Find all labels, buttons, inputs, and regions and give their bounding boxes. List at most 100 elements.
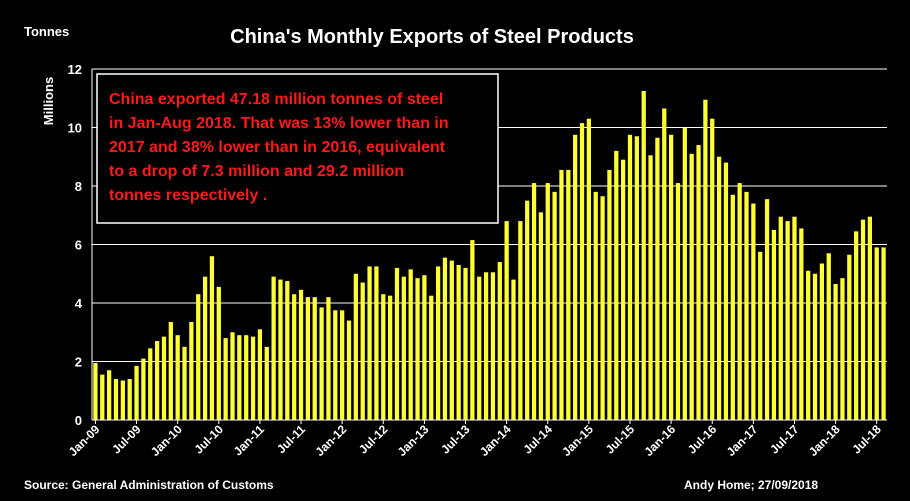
- bar: [627, 134, 633, 420]
- bar: [525, 200, 530, 421]
- bar: [566, 169, 571, 420]
- bar: [799, 228, 804, 420]
- bar: [847, 254, 852, 420]
- bar: [388, 295, 393, 420]
- annotation-line: to a drop of 7.3 million and 29.2 millio…: [109, 163, 404, 180]
- bar: [353, 273, 358, 420]
- bar: [826, 253, 831, 420]
- bar: [723, 162, 729, 420]
- bar: [586, 118, 591, 420]
- bar: [490, 272, 496, 420]
- bar: [381, 294, 386, 420]
- bar: [298, 289, 304, 420]
- bar: [305, 297, 311, 420]
- bar: [285, 281, 290, 420]
- y-tick-label: 4: [75, 296, 83, 311]
- bar: [675, 183, 681, 420]
- bar: [545, 183, 550, 420]
- bar: [326, 297, 331, 420]
- bar: [477, 276, 482, 420]
- bar: [161, 336, 167, 420]
- bar: [449, 260, 454, 420]
- bar: [333, 310, 338, 420]
- bar: [621, 159, 626, 420]
- bar: [196, 294, 201, 420]
- bar: [175, 335, 180, 420]
- bar: [655, 137, 660, 421]
- bar: [483, 272, 489, 420]
- annotation-box: China exported 47.18 million tonnes of s…: [96, 73, 499, 224]
- bar: [292, 294, 297, 420]
- source-note: Source: General Administration of Custom…: [24, 478, 274, 492]
- bar: [230, 332, 235, 420]
- bar: [127, 379, 132, 420]
- bar: [819, 263, 825, 420]
- y-tick-label: 10: [68, 121, 82, 136]
- bar: [511, 279, 516, 420]
- bar: [374, 266, 379, 420]
- bar: [703, 99, 708, 421]
- bar: [456, 264, 461, 420]
- bar: [216, 286, 221, 420]
- credit-note: Andy Home; 27/09/2018: [684, 478, 818, 492]
- bar: [113, 379, 119, 420]
- bar: [812, 273, 818, 420]
- bar: [250, 336, 256, 420]
- y-axis: 0 2 4 6 8 10 12: [68, 62, 83, 428]
- annotation-frame: [96, 73, 499, 224]
- bar: [758, 251, 763, 420]
- bar: [154, 341, 160, 420]
- bar: [470, 240, 475, 420]
- bar: [264, 346, 269, 421]
- bar: [881, 247, 886, 420]
- bar: [559, 169, 564, 420]
- bar: [340, 310, 345, 420]
- bar: [360, 282, 365, 420]
- annotation-line: China exported 47.18 million tonnes of s…: [109, 91, 443, 108]
- bar: [860, 219, 866, 420]
- bar: [689, 153, 694, 420]
- bar: [600, 196, 605, 420]
- y-tick-label: 8: [75, 179, 82, 194]
- bar: [662, 108, 667, 421]
- bar: [100, 374, 105, 420]
- bar: [614, 150, 619, 420]
- bar: [593, 191, 598, 420]
- bar: [737, 183, 742, 420]
- bar: [744, 191, 749, 420]
- bar: [806, 270, 811, 420]
- bar: [579, 123, 585, 421]
- bar: [538, 212, 544, 420]
- bar: [716, 156, 722, 420]
- bar: [435, 266, 441, 420]
- y-tick-label: 6: [75, 238, 82, 253]
- bar: [607, 169, 612, 420]
- bar: [202, 276, 208, 420]
- bar: [278, 279, 283, 420]
- bar: [504, 221, 509, 420]
- bar: [319, 307, 324, 420]
- bar: [518, 221, 523, 420]
- bar: [442, 257, 448, 420]
- bar: [394, 267, 400, 420]
- annotation-line: 2017 and 38% lower than in 2016, equival…: [109, 139, 446, 156]
- bar: [415, 278, 420, 420]
- bar: [531, 183, 537, 420]
- bar: [833, 283, 838, 420]
- bar: [168, 322, 173, 420]
- bar: [874, 247, 879, 420]
- bar: [751, 203, 756, 420]
- bars: [93, 90, 886, 421]
- y-axis-label: Millions: [41, 77, 56, 125]
- bar: [257, 329, 263, 420]
- bar: [271, 276, 276, 420]
- y-tick-label: 2: [75, 355, 82, 370]
- bar: [867, 216, 872, 420]
- bar: [792, 216, 797, 420]
- bar: [367, 266, 372, 420]
- bar: [209, 256, 215, 420]
- bar: [244, 335, 249, 420]
- bar: [401, 276, 406, 420]
- bar: [346, 320, 352, 420]
